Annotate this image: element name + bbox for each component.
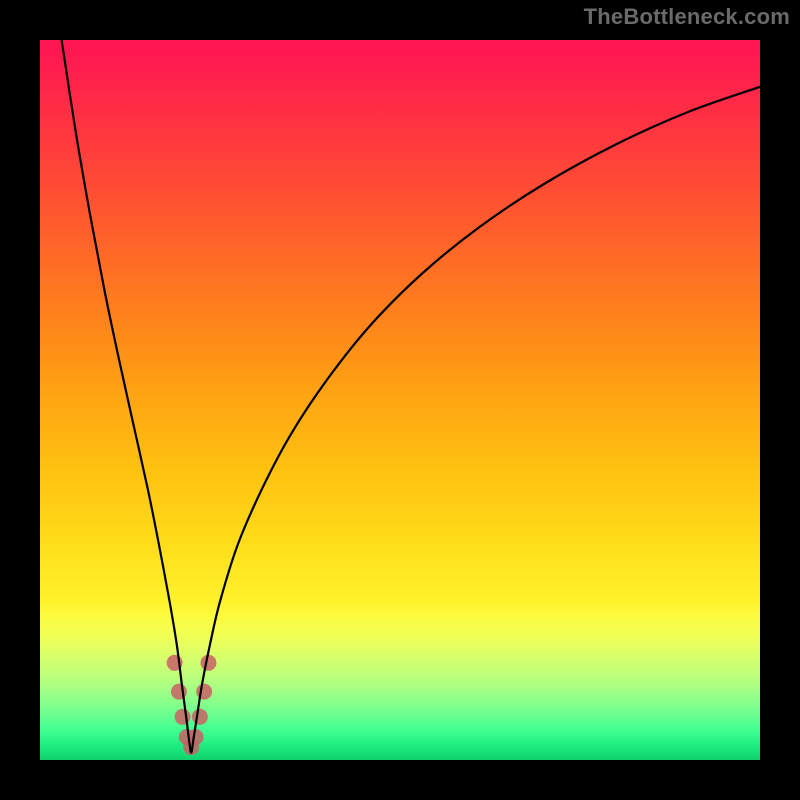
marker-point bbox=[200, 655, 216, 671]
marker-point bbox=[175, 709, 191, 725]
marker-point bbox=[196, 684, 212, 700]
chart-svg bbox=[40, 40, 760, 760]
marker-point bbox=[192, 709, 208, 725]
chart-background bbox=[40, 40, 760, 760]
bottleneck-chart bbox=[40, 40, 760, 760]
watermark-text: TheBottleneck.com bbox=[584, 4, 790, 30]
